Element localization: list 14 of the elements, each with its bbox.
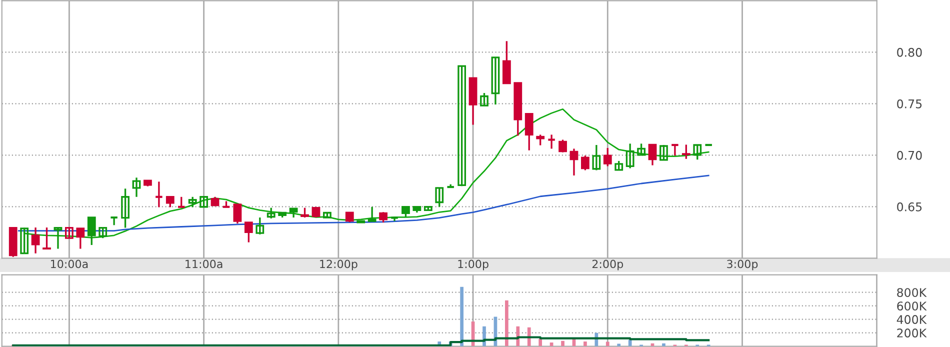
y-tick-label: 0.70 [897, 150, 922, 160]
y-tick-label: 200K [897, 328, 927, 338]
y-tick-label: 800K [897, 288, 927, 298]
y-tick-label: 400K [896, 315, 927, 324]
y-tick-label: 0.65 [897, 202, 922, 212]
x-tick-label: 1:00p [458, 260, 488, 270]
x-tick-label: 2:00p [592, 260, 624, 270]
x-tick-label: 11:00a [186, 260, 222, 268]
x-tick-label: 12:00p [320, 260, 358, 270]
x-tick-label: 3:00p [727, 260, 758, 270]
y-tick-label: 0.75 [897, 99, 922, 108]
y-tick-label: 600K [897, 302, 927, 310]
y-tick-label: 0.80 [897, 48, 922, 57]
x-tick-label: 10:00a [51, 260, 88, 268]
